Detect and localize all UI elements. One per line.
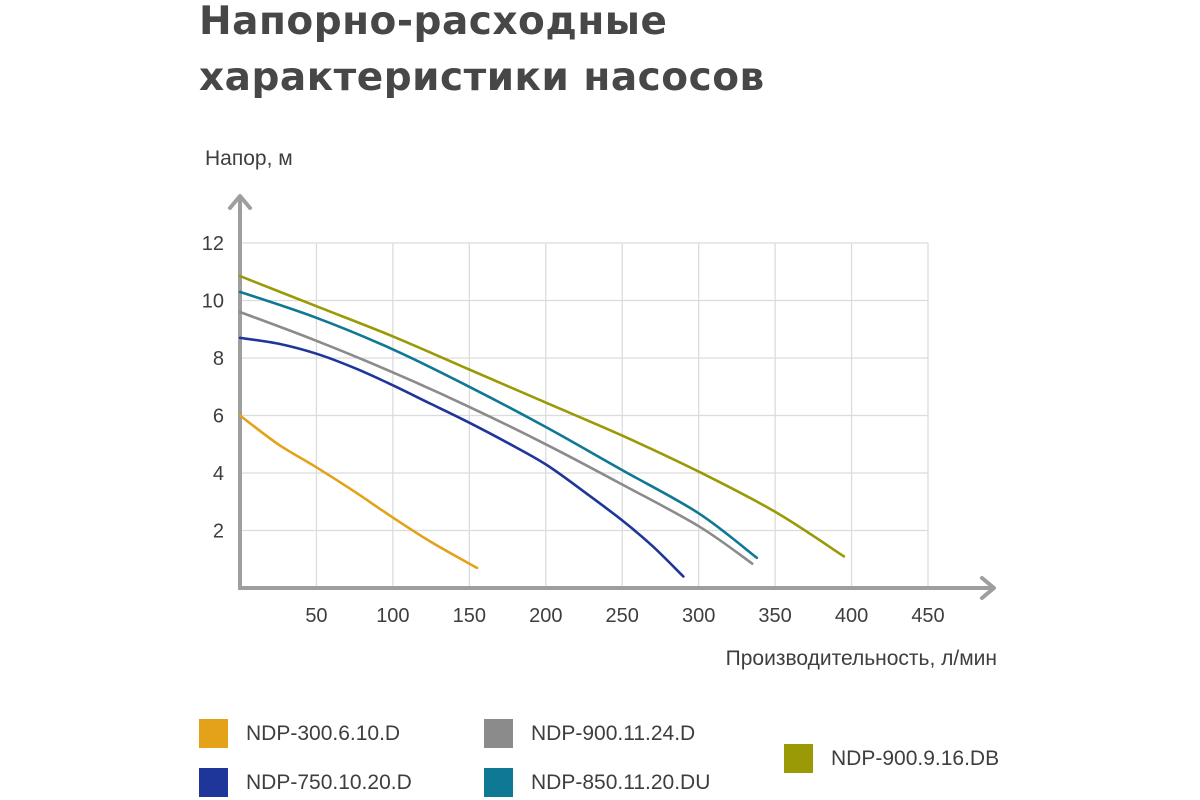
- legend-label: NDP-900.11.24.D: [531, 721, 696, 745]
- legend-swatch: [484, 768, 513, 797]
- legend-label: NDP-750.10.20.D: [246, 770, 412, 794]
- chart-series-lines: [238, 274, 846, 578]
- x-tick-label: 350: [758, 605, 791, 627]
- chart-tick-labels: 50 100 150 200 250 300 350 400 450 2 4 6 8 10 12: [202, 233, 945, 627]
- y-tick-label: 4: [213, 463, 224, 485]
- legend-swatch: [199, 719, 228, 748]
- x-tick-label: 450: [911, 605, 944, 627]
- chart-axes: [228, 194, 996, 600]
- chart-title-line-2: характеристики насосов: [199, 55, 765, 100]
- y-tick-label: 12: [202, 233, 224, 255]
- legend-item-ndp-300: NDP-300.6.10.D: [199, 719, 400, 748]
- x-axis-arrow: [980, 576, 996, 600]
- legend-item-ndp-750: NDP-750.10.20.D: [199, 768, 412, 797]
- x-tick-label: 100: [376, 605, 409, 627]
- legend-item-ndp-900-9: NDP-900.9.16.DB: [784, 744, 999, 773]
- legend-label: NDP-900.9.16.DB: [831, 746, 1000, 770]
- legend-swatch: [484, 719, 513, 748]
- series-line-ndp-900-11-24-d: [238, 310, 754, 565]
- legend-item-ndp-850: NDP-850.11.20.DU: [484, 768, 710, 797]
- legend-label: NDP-300.6.10.D: [246, 721, 401, 745]
- legend-item-ndp-900-11: NDP-900.11.24.D: [484, 719, 695, 748]
- legend-label: NDP-850.11.20.DU: [531, 770, 711, 794]
- x-axis-label: Производительность, л/мин: [726, 647, 997, 670]
- series-line-ndp-750-10-20-d: [238, 336, 685, 578]
- chart-title: Напорно-расходные характеристики насосов: [199, 0, 765, 106]
- y-axis-arrow: [228, 194, 252, 210]
- y-tick-label: 6: [213, 406, 224, 428]
- x-tick-label: 250: [606, 605, 639, 627]
- chart-grid: [240, 242, 929, 588]
- y-tick-label: 10: [202, 291, 224, 313]
- legend-swatch: [199, 768, 228, 797]
- legend-swatch: [784, 744, 813, 773]
- series-line-ndp-900-9-16-db: [238, 274, 846, 558]
- y-axis-label: Напор, м: [205, 147, 293, 170]
- x-tick-label: 200: [529, 605, 562, 627]
- y-tick-label: 8: [213, 348, 224, 370]
- series-line-ndp-850-11-20-du: [238, 290, 759, 560]
- x-tick-label: 400: [835, 605, 868, 627]
- x-tick-label: 50: [305, 605, 327, 627]
- y-tick-label: 2: [213, 521, 224, 543]
- chart-title-line-1: Напорно-расходные: [199, 0, 668, 44]
- x-tick-label: 150: [453, 605, 486, 627]
- series-line-ndp-300-6-10-d: [238, 414, 479, 570]
- x-tick-label: 300: [682, 605, 715, 627]
